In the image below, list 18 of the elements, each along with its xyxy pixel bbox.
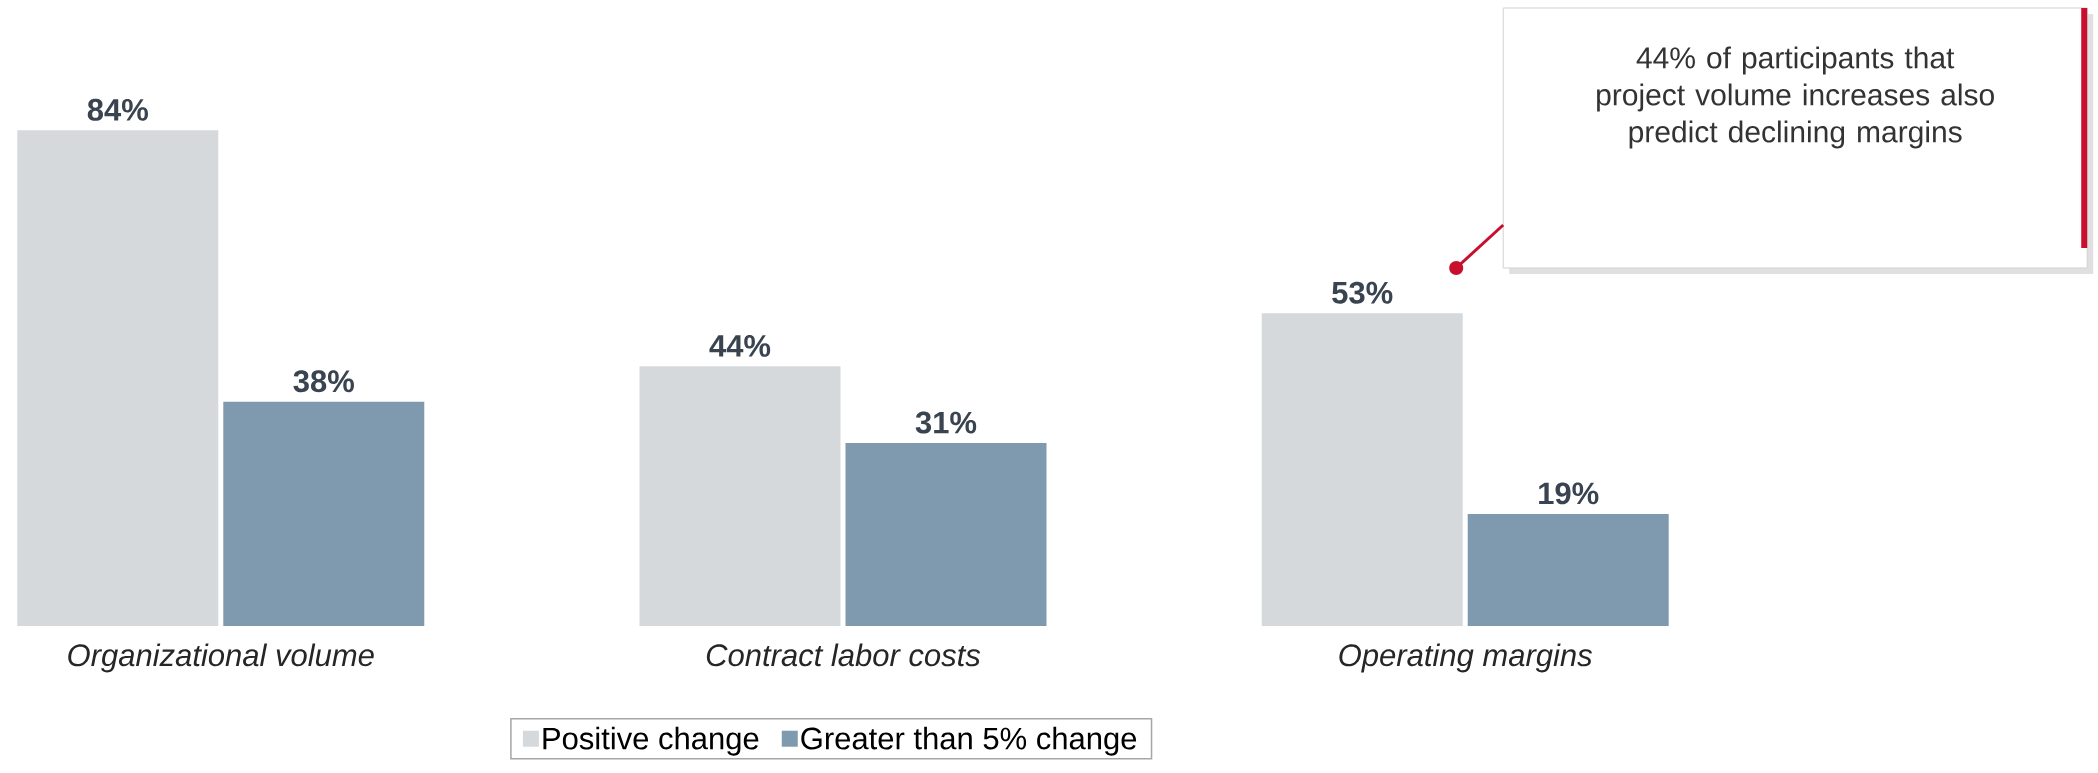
data-label: 84% bbox=[87, 98, 148, 121]
bar bbox=[639, 366, 841, 626]
bar bbox=[223, 401, 425, 626]
data-label: 19% bbox=[1539, 482, 1599, 505]
data-label: 44% bbox=[709, 335, 771, 357]
data-label: 38% bbox=[293, 370, 354, 393]
x-tick-label: Operating margins bbox=[1339, 643, 1593, 673]
annotation: 44% of participants that project volume increases also predict declining margins bbox=[1597, 46, 1994, 149]
data-label: 53% bbox=[1332, 281, 1393, 304]
bar bbox=[1467, 513, 1669, 626]
x-tick-label: Contract labor costs bbox=[706, 643, 981, 667]
bar bbox=[17, 130, 219, 626]
bar bbox=[845, 443, 1047, 626]
data-label: 31% bbox=[915, 411, 977, 434]
legend-label: Positive change bbox=[543, 726, 759, 756]
bar bbox=[1261, 313, 1463, 626]
legend-label: Greater than 5% change bbox=[801, 726, 1137, 756]
x-tick-label: Organizational volume bbox=[68, 643, 374, 673]
